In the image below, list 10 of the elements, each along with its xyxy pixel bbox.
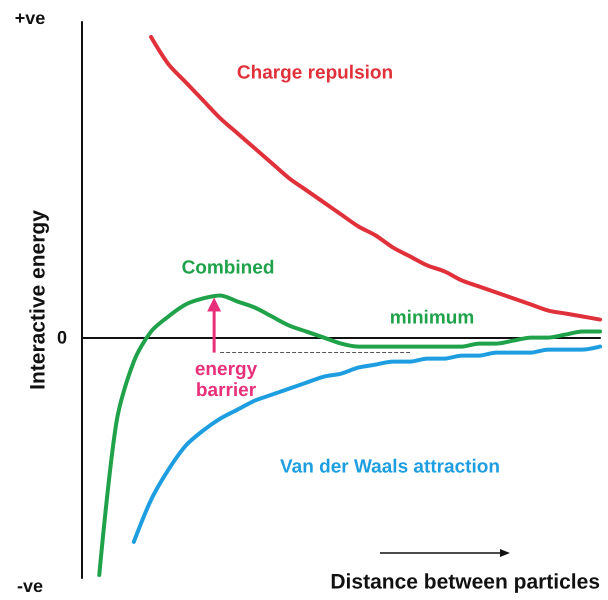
annotation: minimum xyxy=(390,308,474,328)
series-label: Charge repulsion xyxy=(236,62,394,84)
text: Van der Waals attraction xyxy=(280,456,500,478)
text: 0 xyxy=(56,328,68,348)
text: +ve xyxy=(14,8,46,28)
x-axis-title: Distance between particles xyxy=(330,570,600,594)
text: -ve xyxy=(16,576,44,596)
annotation: energy barrier xyxy=(194,359,258,401)
y-axis-title: Interactive energy xyxy=(26,210,50,390)
series-label: Combined xyxy=(182,258,274,278)
